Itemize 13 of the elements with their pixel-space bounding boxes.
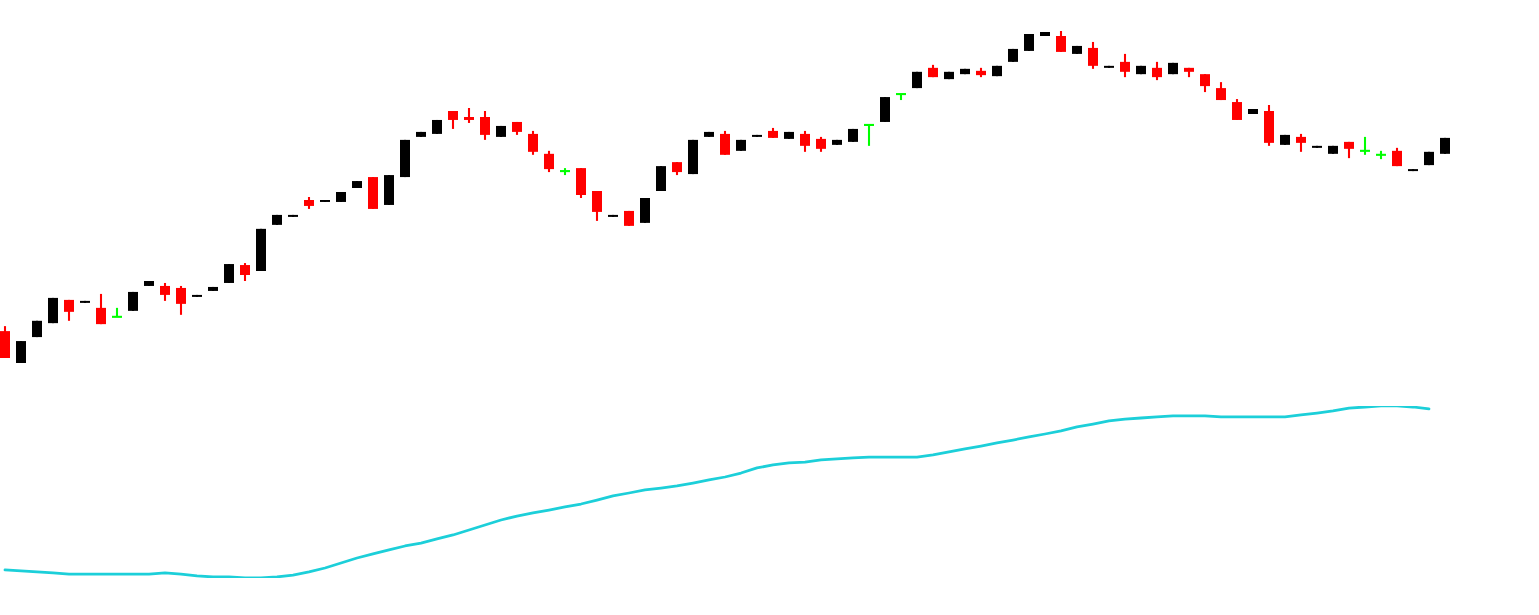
candlestick bbox=[720, 129, 730, 156]
candlestick bbox=[1152, 60, 1162, 82]
candlestick bbox=[1056, 31, 1066, 53]
candlestick bbox=[1232, 98, 1242, 122]
candlestick bbox=[800, 129, 810, 153]
candlestick bbox=[592, 189, 602, 222]
candlestick bbox=[96, 292, 106, 326]
candlestick bbox=[1088, 40, 1098, 70]
candlestick bbox=[528, 129, 538, 156]
candlestick bbox=[544, 149, 554, 174]
candlestick bbox=[480, 109, 490, 141]
candlestick bbox=[1120, 52, 1130, 79]
candlestick bbox=[176, 284, 186, 316]
